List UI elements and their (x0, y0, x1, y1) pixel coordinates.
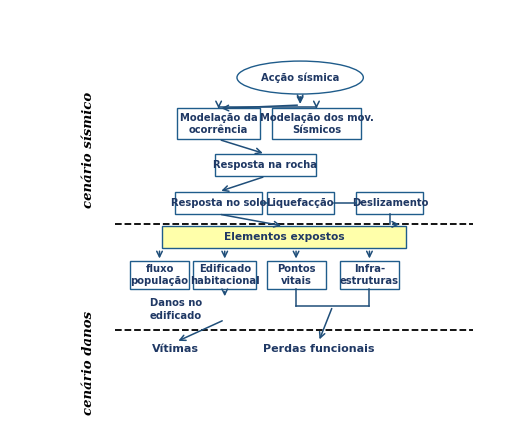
FancyBboxPatch shape (340, 261, 399, 289)
Text: Danos no
edificado: Danos no edificado (150, 298, 202, 321)
FancyBboxPatch shape (267, 192, 334, 214)
Text: cenário sísmico: cenário sísmico (82, 91, 95, 208)
Text: cenário danos: cenário danos (82, 310, 95, 415)
Text: Edificado
habitacional: Edificado habitacional (190, 264, 259, 286)
FancyBboxPatch shape (215, 154, 317, 176)
Text: Modelação da
ocorrência: Modelação da ocorrência (180, 113, 258, 135)
FancyBboxPatch shape (356, 192, 423, 214)
Text: Resposta no solo: Resposta no solo (171, 198, 266, 208)
FancyBboxPatch shape (271, 108, 361, 139)
FancyBboxPatch shape (267, 261, 326, 289)
Text: Resposta na rocha: Resposta na rocha (214, 160, 318, 170)
Ellipse shape (237, 61, 363, 94)
Text: Liquefacção: Liquefacção (266, 198, 334, 208)
FancyBboxPatch shape (193, 261, 256, 289)
FancyBboxPatch shape (175, 192, 262, 214)
FancyBboxPatch shape (177, 108, 260, 139)
FancyBboxPatch shape (161, 226, 406, 248)
Text: fluxo
população: fluxo população (130, 264, 188, 286)
FancyBboxPatch shape (130, 261, 189, 289)
Text: Perdas funcionais: Perdas funcionais (263, 344, 374, 354)
Text: Vítimas: Vítimas (153, 344, 199, 354)
Text: Deslizamento: Deslizamento (352, 198, 428, 208)
Text: Elementos expostos: Elementos expostos (224, 232, 344, 242)
Text: Pontos
vitais: Pontos vitais (277, 264, 315, 286)
Text: Modelação dos mov.
Sísmicos: Modelação dos mov. Sísmicos (259, 113, 373, 135)
Text: Acção sísmica: Acção sísmica (261, 72, 339, 83)
Text: Infra-
estruturas: Infra- estruturas (340, 264, 399, 286)
